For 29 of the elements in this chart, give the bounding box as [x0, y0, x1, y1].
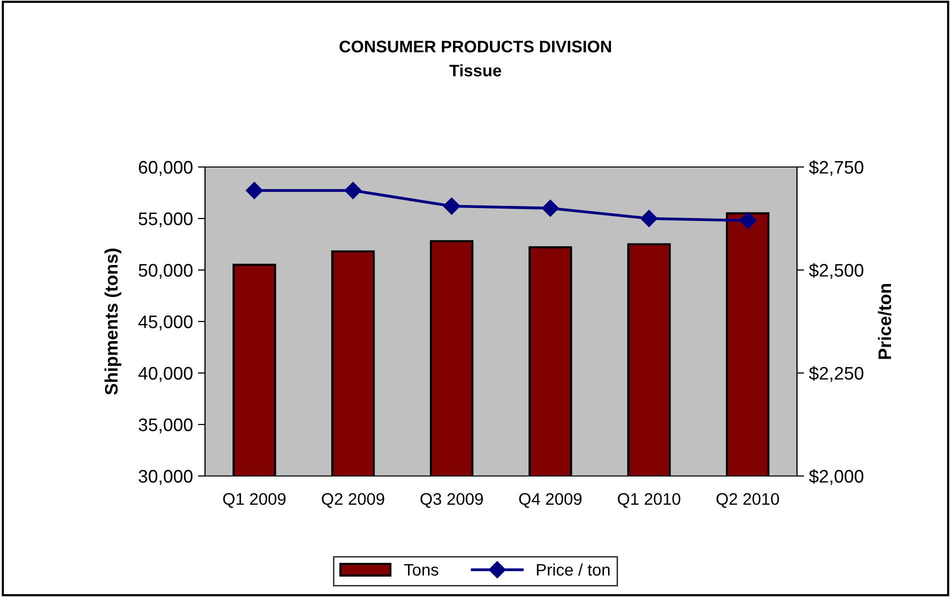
x-tick-label: Q3 2009 — [420, 493, 483, 508]
y-tick-label: 60,000 — [138, 160, 192, 176]
y-tick-label: 30,000 — [138, 470, 192, 485]
y2-axis-title: Price/ton — [878, 284, 892, 359]
y-tick-label: 55,000 — [138, 212, 192, 228]
point — [640, 210, 658, 228]
legend-label: Price / ton — [536, 563, 610, 576]
y2-tick-label: $2,000 — [809, 469, 864, 485]
legend-label: Tons — [404, 564, 438, 576]
chart-subtitle: Tissue — [449, 64, 502, 76]
point — [739, 212, 756, 230]
y-tick-label: 45,000 — [138, 315, 192, 330]
y2-tick-label: $2,750 — [809, 160, 864, 176]
x-tick-label: Q2 2010 — [716, 493, 779, 508]
y-tick-label: 35,000 — [138, 418, 192, 434]
point — [443, 198, 460, 215]
point — [344, 182, 362, 200]
point — [246, 182, 263, 200]
chart-title: CONSUMER PRODUCTS DIVISION — [340, 40, 611, 52]
x-tick-label: Q2 2009 — [322, 493, 384, 508]
x-tick-label: Q4 2009 — [519, 493, 582, 508]
y-axis-title: Shipments (tons) — [104, 248, 122, 395]
x-tick-label: Q1 2009 — [223, 493, 286, 508]
y2-tick-label: $2,250 — [809, 366, 864, 382]
y2-tick-label: $2,500 — [809, 263, 864, 279]
point — [542, 200, 559, 217]
y-tick-label: 50,000 — [138, 264, 192, 279]
x-tick-label: Q1 2010 — [618, 493, 680, 508]
y-tick-label: 40,000 — [138, 366, 192, 382]
